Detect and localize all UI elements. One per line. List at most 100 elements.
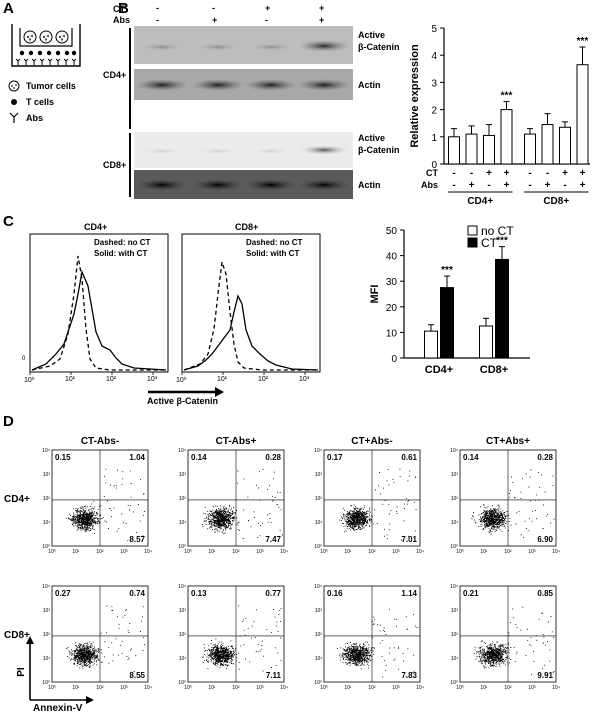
chart-c-bar [424,330,438,359]
blot-abs-sign-4: + [319,15,325,25]
quadrant-lower-right: 9.91 [537,671,553,680]
chart-b-ytick-label: 3 [431,78,437,89]
dot-plot-ytick: 10⁰ [314,680,322,686]
quadrant-upper-left: 0.27 [55,589,71,598]
hist1-tick-0: 10⁰ [24,377,35,384]
dot-plot-ytick: 10³ [179,472,187,478]
chart-b-bar [483,134,495,165]
blot-group-cd4: CD4+ [103,70,127,80]
dot-plot-xtick: 10³ [528,685,536,691]
hist2-tick-0: 10⁰ [176,377,187,384]
panel-label-d: D [3,413,14,430]
quadrant-lower-right: 8.55 [129,671,145,680]
chart-c-legend-label: CT [481,236,498,250]
annexin-arrow-head [86,696,94,704]
tumor-cell-icon [8,80,20,92]
quadrant-upper-right: 0.28 [537,453,553,462]
chart-c-bar [495,258,509,359]
panel-label-a: A [3,0,14,17]
chart-c-legend-swatch [467,225,478,236]
dot-plot-xtick: 10⁰ [320,549,328,555]
dot-cloud [202,469,283,539]
panel-label-c: C [3,213,14,230]
dot-plot-xtick: 10¹ [208,549,216,555]
dot-plot-ytick: 10² [315,632,323,638]
dot-plot-xtick: 10³ [120,549,128,555]
pi-arrow-head [26,636,34,644]
dot-plot-xtick: 10⁴ [144,685,152,691]
cd4-bracket [129,28,131,129]
quadrant-upper-right: 1.04 [129,453,145,462]
chart-c-significance: *** [496,236,508,247]
chart-b-abs-sign: - [563,180,566,191]
dot-plot-xtick: 10⁰ [48,549,56,555]
dot-plot-xtick: 10⁴ [280,685,288,691]
dot-plot-ytick: 10⁰ [314,544,322,550]
dot-plot-xtick: 10³ [392,549,400,555]
dot-plot-ytick: 10⁴ [314,584,322,590]
dot-plot-ytick: 10² [43,496,51,502]
dot-cloud [473,606,555,676]
chart-c-ytick-label: 50 [386,226,398,237]
dot-plot-ytick: 10¹ [451,656,459,662]
quadrant-upper-left: 0.16 [327,589,343,598]
dot-plot-ytick: 10¹ [179,520,187,526]
dot-plot-ytick: 10² [179,632,187,638]
chart-c-bar [479,325,493,359]
hist2-tick-2: 10² [258,376,269,383]
annexin-pi-dot-plots: 0.15 1.048.5710⁰10⁰10¹10¹10²10²10³10³10⁴1… [4,436,560,712]
dot-plot-xtick: 10² [232,685,240,691]
dot-plot-ytick: 10¹ [179,656,187,662]
chart-c-ylabel: MFI [369,285,381,304]
quadrant-lower-right: 7.11 [266,671,282,680]
dot-plot-col-title: CT+Abs+ [486,436,530,447]
dot-plot-xtick: 10⁴ [144,549,152,555]
annexin-axis-label: Annexin-V [33,703,83,712]
blot-row-abs: Abs [113,15,131,25]
dot-plot-ytick: 10³ [315,472,323,478]
dot-plot-ytick: 10² [315,496,323,502]
quadrant-upper-left: 0.13 [191,589,207,598]
dot-plot-xtick: 10¹ [72,685,80,691]
dot-plot-xtick: 10⁰ [184,685,192,691]
dot-plot-xtick: 10⁰ [320,685,328,691]
dot-plot-ytick: 10⁰ [450,544,458,550]
blot-abs-sign-2: + [212,15,218,25]
dot-plot-ytick: 10² [451,632,459,638]
hist2-tick-3: 10³ [299,376,310,383]
blot-label-catenin-2b: β-Catenin [358,145,400,155]
dot-plot-xtick: 10¹ [480,685,488,691]
chart-c-ytick-label: 10 [386,328,398,339]
chart-b-bar [541,124,554,165]
blot-group-cd8: CD8+ [103,160,127,170]
dot-plot-xtick: 10² [368,549,376,555]
dot-plot-ytick: 10³ [315,608,323,614]
quadrant-lower-right: 8.57 [129,535,145,544]
dot-plot-xtick: 10³ [256,685,264,691]
dot-plot-ytick: 10⁰ [178,544,186,550]
histogram-cd4-dashed-no-ct [31,255,166,371]
blot-ct-sign-1: - [156,3,159,13]
chart-b-abs-sign: + [545,180,551,191]
chart-b-bar [559,126,571,165]
chart-c-legend-label: no CT [481,224,514,238]
hist1-tick-3: 10³ [147,376,158,383]
dot-cloud [336,608,418,678]
dot-cloud [202,605,282,672]
dot-plot-xtick: 10⁴ [280,549,288,555]
legend-abs: Abs [26,113,44,123]
quadrant-lower-right: 6.90 [537,535,553,544]
blot-cd8-actin [134,170,353,199]
chart-b-ct-sign: - [452,168,455,179]
chart-b-ct-sign: - [528,168,531,179]
chart-c-category-label: CD8+ [480,364,508,376]
dot-plot-col-title: CT+Abs- [351,436,392,447]
chart-b-abs-sign: - [528,180,531,191]
dot-plot-ytick: 10⁴ [178,448,186,454]
quadrant-lower-right: 7.47 [265,535,281,544]
quadrant-upper-right: 0.28 [265,453,281,462]
